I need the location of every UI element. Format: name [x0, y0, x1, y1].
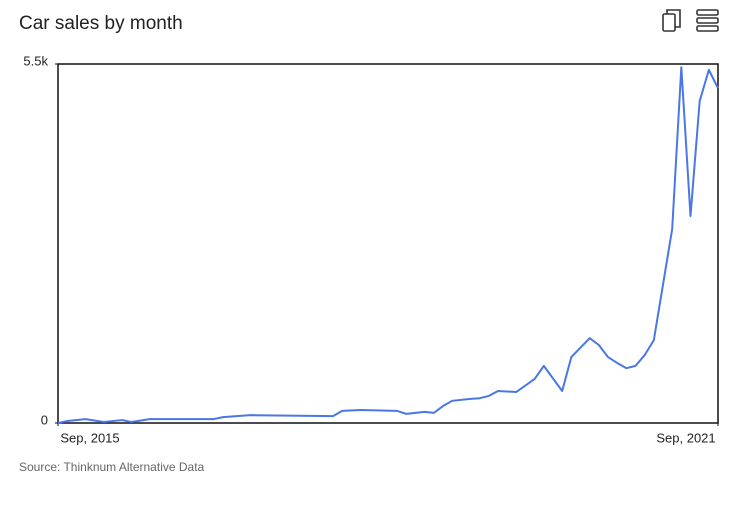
chart-title: Car sales by month: [19, 13, 183, 34]
line: [57, 66, 719, 424]
source: Source: Thinknum Alternative Data: [19, 460, 205, 474]
x-tick-label: Sep, 2021: [656, 430, 715, 445]
y-tick-label: 0: [41, 412, 48, 427]
y-tick-label: 5.5k: [23, 53, 48, 68]
x-tick-label: Sep, 2015: [60, 430, 119, 445]
menu-icon[interactable]: [696, 9, 719, 32]
copy-icon[interactable]: [662, 9, 681, 32]
plot-frame: [57, 63, 719, 424]
